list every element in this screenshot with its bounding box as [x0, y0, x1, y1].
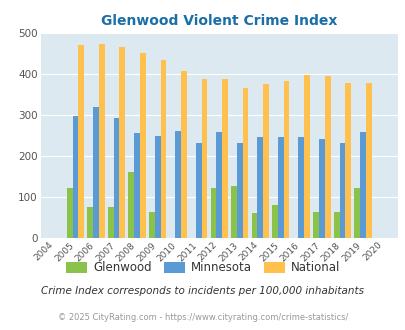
Bar	[216, 132, 222, 238]
Bar	[201, 79, 207, 238]
Bar	[93, 108, 99, 238]
Bar	[140, 53, 145, 238]
Title: Glenwood Violent Crime Index: Glenwood Violent Crime Index	[101, 14, 337, 28]
Bar	[119, 47, 125, 238]
Bar	[175, 131, 181, 238]
Bar	[354, 188, 359, 238]
Bar	[149, 212, 154, 238]
Bar	[324, 76, 330, 238]
Bar	[113, 118, 119, 238]
Bar	[271, 205, 277, 238]
Bar	[67, 188, 72, 238]
Bar	[108, 207, 113, 238]
Legend: Glenwood, Minnesota, National: Glenwood, Minnesota, National	[61, 257, 344, 279]
Bar	[134, 133, 140, 238]
Bar	[257, 137, 262, 238]
Bar	[283, 81, 289, 238]
Bar	[333, 212, 339, 238]
Text: Crime Index corresponds to incidents per 100,000 inhabitants: Crime Index corresponds to incidents per…	[41, 286, 364, 296]
Bar	[298, 137, 303, 238]
Bar	[262, 84, 268, 238]
Bar	[181, 71, 186, 238]
Bar	[236, 143, 242, 238]
Bar	[242, 88, 248, 238]
Bar	[339, 143, 345, 238]
Bar	[365, 82, 371, 238]
Bar	[277, 137, 283, 238]
Bar	[359, 132, 365, 238]
Bar	[128, 172, 134, 238]
Bar	[345, 82, 350, 238]
Bar	[313, 212, 318, 238]
Bar	[318, 139, 324, 238]
Bar	[222, 79, 227, 238]
Bar	[160, 60, 166, 238]
Bar	[303, 75, 309, 238]
Bar	[78, 45, 84, 238]
Bar	[195, 143, 201, 238]
Bar	[230, 186, 236, 238]
Bar	[251, 213, 257, 238]
Bar	[210, 188, 216, 238]
Bar	[87, 207, 93, 238]
Bar	[154, 136, 160, 238]
Bar	[99, 44, 104, 238]
Bar	[72, 115, 78, 238]
Text: © 2025 CityRating.com - https://www.cityrating.com/crime-statistics/: © 2025 CityRating.com - https://www.city…	[58, 313, 347, 322]
